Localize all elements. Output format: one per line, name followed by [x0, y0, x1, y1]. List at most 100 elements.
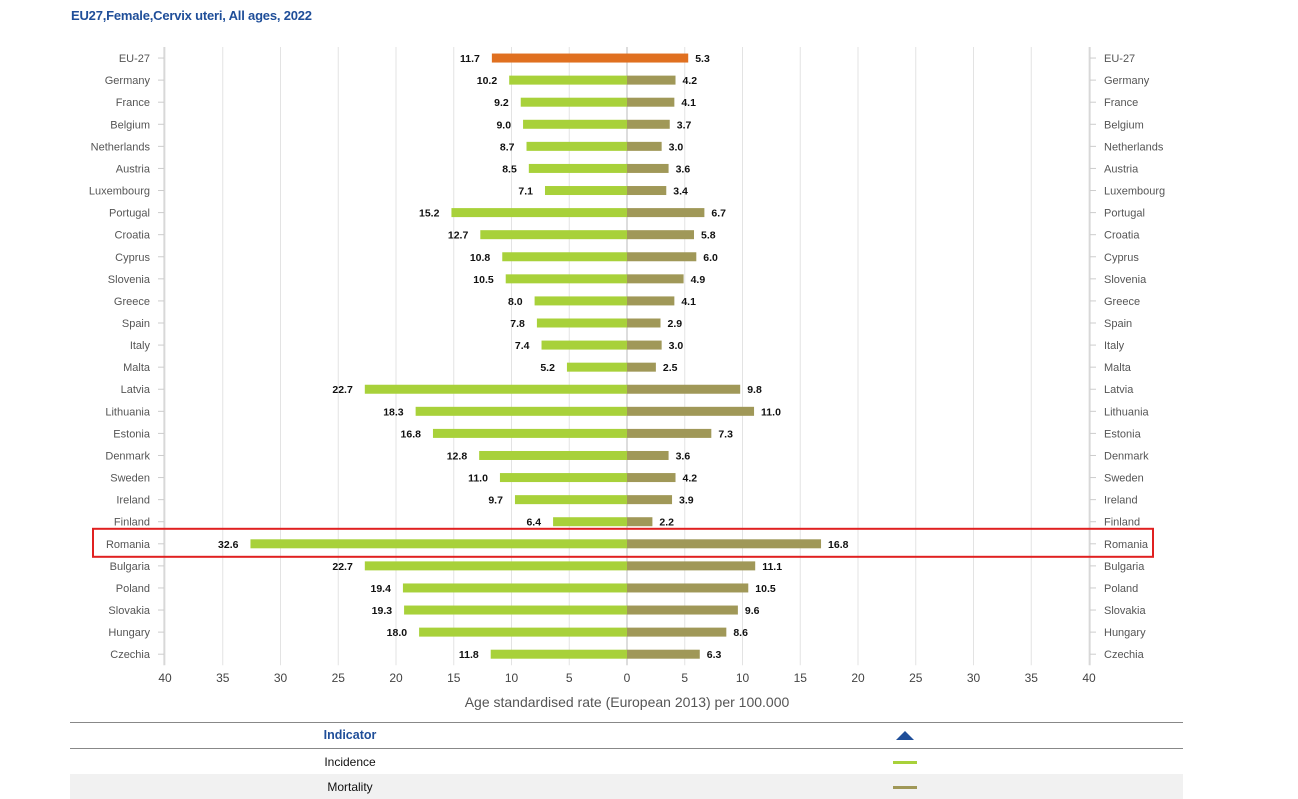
incidence-bar[interactable]: [365, 385, 627, 394]
y-tick-label: Sweden: [1104, 473, 1144, 485]
incidence-bar[interactable]: [365, 561, 627, 570]
mortality-bar[interactable]: [627, 517, 652, 526]
mortality-bar[interactable]: [627, 164, 669, 173]
incidence-bar[interactable]: [515, 495, 627, 504]
incidence-bar[interactable]: [404, 606, 627, 615]
incidence-bar[interactable]: [542, 341, 627, 350]
incidence-bar[interactable]: [416, 407, 627, 416]
y-tick-label: Cyprus: [115, 252, 150, 264]
mortality-bar[interactable]: [627, 76, 676, 85]
incidence-bar[interactable]: [492, 54, 627, 63]
mortality-bar[interactable]: [627, 296, 674, 305]
x-tick-label: 30: [967, 671, 981, 685]
x-tick-label: 10: [736, 671, 750, 685]
mortality-bar[interactable]: [627, 407, 754, 416]
mortality-bar[interactable]: [627, 429, 711, 438]
incidence-bar[interactable]: [509, 76, 627, 85]
incidence-data-label: 9.7: [488, 495, 503, 507]
mortality-bar[interactable]: [627, 606, 738, 615]
incidence-bar[interactable]: [521, 98, 627, 107]
mortality-data-label: 9.8: [747, 384, 762, 396]
y-tick-label: Finland: [1104, 517, 1140, 529]
y-tick-label: Belgium: [1104, 119, 1144, 131]
incidence-bar[interactable]: [419, 628, 627, 637]
mortality-bar[interactable]: [627, 319, 660, 328]
mortality-bar[interactable]: [627, 230, 694, 239]
incidence-bar[interactable]: [537, 319, 627, 328]
incidence-data-label: 11.7: [460, 53, 480, 65]
mortality-data-label: 5.3: [695, 53, 710, 65]
mortality-data-label: 3.0: [669, 141, 684, 153]
y-tick-label: Czechia: [1104, 649, 1145, 661]
y-tick-label: Poland: [116, 583, 150, 595]
y-tick-label: Hungary: [108, 627, 150, 639]
mortality-bar[interactable]: [627, 120, 670, 129]
y-tick-label: France: [116, 97, 150, 109]
mortality-bar[interactable]: [627, 583, 748, 592]
mortality-bar[interactable]: [627, 451, 669, 460]
mortality-bar[interactable]: [627, 650, 700, 659]
incidence-bar[interactable]: [491, 650, 627, 659]
triangle-up-icon[interactable]: [896, 731, 914, 740]
incidence-bar[interactable]: [506, 274, 627, 283]
x-tick-label: 35: [1025, 671, 1039, 685]
y-tick-label: Germany: [105, 75, 151, 87]
mortality-bar[interactable]: [627, 142, 662, 151]
y-tick-label: Netherlands: [91, 141, 151, 153]
incidence-bar[interactable]: [527, 142, 627, 151]
y-tick-label: Ireland: [1104, 495, 1138, 507]
mortality-bar[interactable]: [627, 473, 676, 482]
incidence-bar[interactable]: [433, 429, 627, 438]
mortality-bar[interactable]: [627, 385, 740, 394]
mortality-bar[interactable]: [627, 274, 684, 283]
incidence-data-label: 8.5: [502, 163, 517, 175]
x-tick-label: 20: [851, 671, 865, 685]
y-tick-label: Malta: [1104, 362, 1132, 374]
y-tick-label: Bulgaria: [110, 561, 151, 573]
incidence-bar[interactable]: [553, 517, 627, 526]
y-tick-label: EU-27: [119, 53, 150, 65]
incidence-bar[interactable]: [567, 363, 627, 372]
legend-item-mortality[interactable]: Mortality: [70, 774, 1183, 799]
incidence-data-label: 7.4: [515, 340, 530, 352]
x-tick-label: 20: [389, 671, 403, 685]
x-tick-label: 40: [158, 671, 172, 685]
incidence-bar[interactable]: [523, 120, 627, 129]
y-tick-label: Bulgaria: [1104, 561, 1145, 573]
incidence-bar[interactable]: [535, 296, 627, 305]
legend-item-incidence[interactable]: Incidence: [70, 749, 1183, 774]
y-tick-label: Greece: [114, 296, 150, 308]
mortality-bar[interactable]: [627, 252, 696, 261]
incidence-bar[interactable]: [403, 583, 627, 592]
mortality-data-label: 2.5: [663, 362, 678, 374]
mortality-bar[interactable]: [627, 54, 688, 63]
x-tick-label: 15: [794, 671, 808, 685]
incidence-data-label: 9.0: [496, 119, 511, 131]
mortality-bar[interactable]: [627, 208, 704, 217]
incidence-bar[interactable]: [479, 451, 627, 460]
y-tick-label: Poland: [1104, 583, 1138, 595]
incidence-data-label: 7.8: [510, 318, 525, 330]
legend-header[interactable]: Indicator: [70, 722, 1183, 749]
mortality-bar[interactable]: [627, 495, 672, 504]
mortality-bar[interactable]: [627, 363, 656, 372]
incidence-bar[interactable]: [480, 230, 627, 239]
incidence-bar[interactable]: [451, 208, 627, 217]
mortality-bar[interactable]: [627, 628, 726, 637]
incidence-bar[interactable]: [500, 473, 627, 482]
mortality-bar[interactable]: [627, 98, 674, 107]
incidence-bar[interactable]: [502, 252, 627, 261]
x-tick-label: 5: [566, 671, 573, 685]
incidence-data-label: 6.4: [526, 517, 541, 529]
y-tick-label: Luxembourg: [1104, 186, 1165, 198]
mortality-bar[interactable]: [627, 341, 662, 350]
incidence-bar[interactable]: [529, 164, 627, 173]
mortality-bar[interactable]: [627, 186, 666, 195]
legend-swatch: [893, 761, 917, 764]
incidence-data-label: 5.2: [540, 362, 555, 374]
mortality-data-label: 2.2: [659, 517, 674, 529]
y-tick-label: Spain: [1104, 318, 1132, 330]
mortality-bar[interactable]: [627, 561, 755, 570]
y-tick-label: Hungary: [1104, 627, 1146, 639]
incidence-bar[interactable]: [545, 186, 627, 195]
